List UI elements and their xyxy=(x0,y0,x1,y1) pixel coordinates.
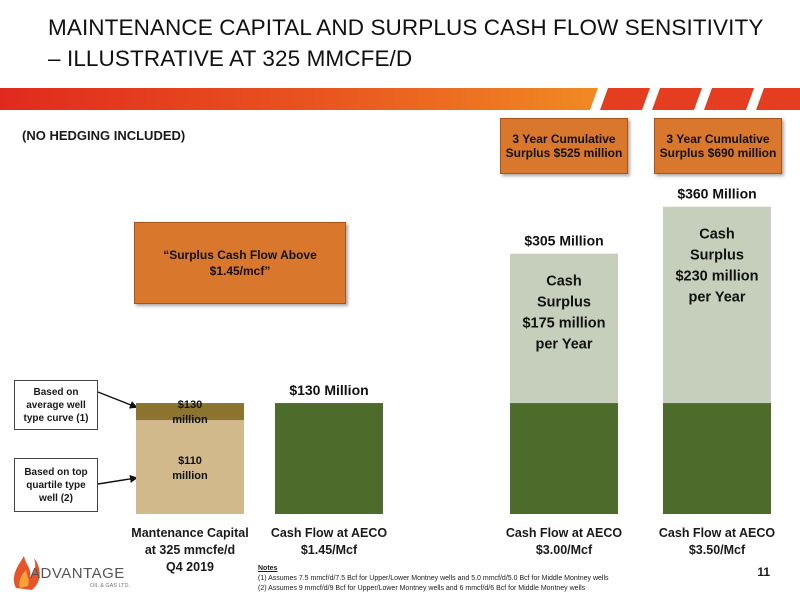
no-hedging-label: (NO HEDGING INCLUDED) xyxy=(22,128,186,143)
bar-1-segment-1 xyxy=(136,420,244,514)
bar-1-segment-1-label: $110 million xyxy=(172,455,208,482)
advantage-logo-icon xyxy=(13,556,40,590)
x-tick-label-4: Cash Flow at AECO $3.50/Mcf xyxy=(658,526,776,557)
footnotes: Notes (1) Assumes 7.5 mmcf/d/7.5 Bcf for… xyxy=(258,564,609,594)
bar-3-segment-1 xyxy=(510,403,618,514)
notes-heading: Notes xyxy=(258,565,278,572)
bar-3-total-label: $305 Million xyxy=(524,233,603,249)
note-arrow-average xyxy=(97,391,138,409)
page-number: 11 xyxy=(757,565,770,579)
logo-subtitle: OIL & GAS LTD. xyxy=(90,583,131,589)
average-well-note: Based on average well type curve (1) xyxy=(14,380,98,430)
bar-4-total-label: $360 Million xyxy=(677,186,756,202)
bar-2-segment-1 xyxy=(275,403,383,514)
x-tick-label-3: Cash Flow at AECO $3.00/Mcf xyxy=(505,526,623,557)
footnote-1: (1) Assumes 7.5 mmcf/d/7.5 Bcf for Upper… xyxy=(258,575,609,582)
note-arrow-top-quartile xyxy=(97,474,138,485)
x-tick-label-1: Mantenance Capital at 325 mmcfe/d Q4 2019 xyxy=(131,526,249,574)
bar-3-segment-2-label: Cash Surplus $175 million per Year xyxy=(522,274,605,353)
bar-4-segment-2-label: Cash Surplus $230 million per Year xyxy=(675,227,758,306)
cumulative-surplus-callout-3-00: 3 Year Cumulative Surplus $525 million xyxy=(500,118,628,174)
page-title: MAINTENANCE CAPITAL AND SURPLUS CASH FLO… xyxy=(48,15,764,71)
bar-4-segment-1 xyxy=(663,403,771,514)
footnote-2: (2) Assumes 9 mmcf/d/9 Bcf for Upper/Low… xyxy=(258,585,586,592)
header-banner xyxy=(0,88,800,110)
cumulative-surplus-callout-3-50: 3 Year Cumulative Surplus $690 million xyxy=(654,118,782,174)
top-quartile-note: Based on top quartile type well (2) xyxy=(14,458,98,512)
bar-2-total-label: $130 Million xyxy=(289,382,368,398)
x-tick-label-2: Cash Flow at AECO $1.45/Mcf xyxy=(270,526,388,557)
bar-3-segment-2 xyxy=(510,253,618,404)
bar-1-segment-2-label: $130 million xyxy=(172,399,208,426)
surplus-cash-flow-callout: “Surplus Cash Flow Above $1.45/mcf” xyxy=(134,222,346,304)
logo-name: ADVANTAGE xyxy=(30,565,125,582)
bar-1-segment-2 xyxy=(136,403,244,421)
bar-4-segment-2 xyxy=(663,206,771,404)
